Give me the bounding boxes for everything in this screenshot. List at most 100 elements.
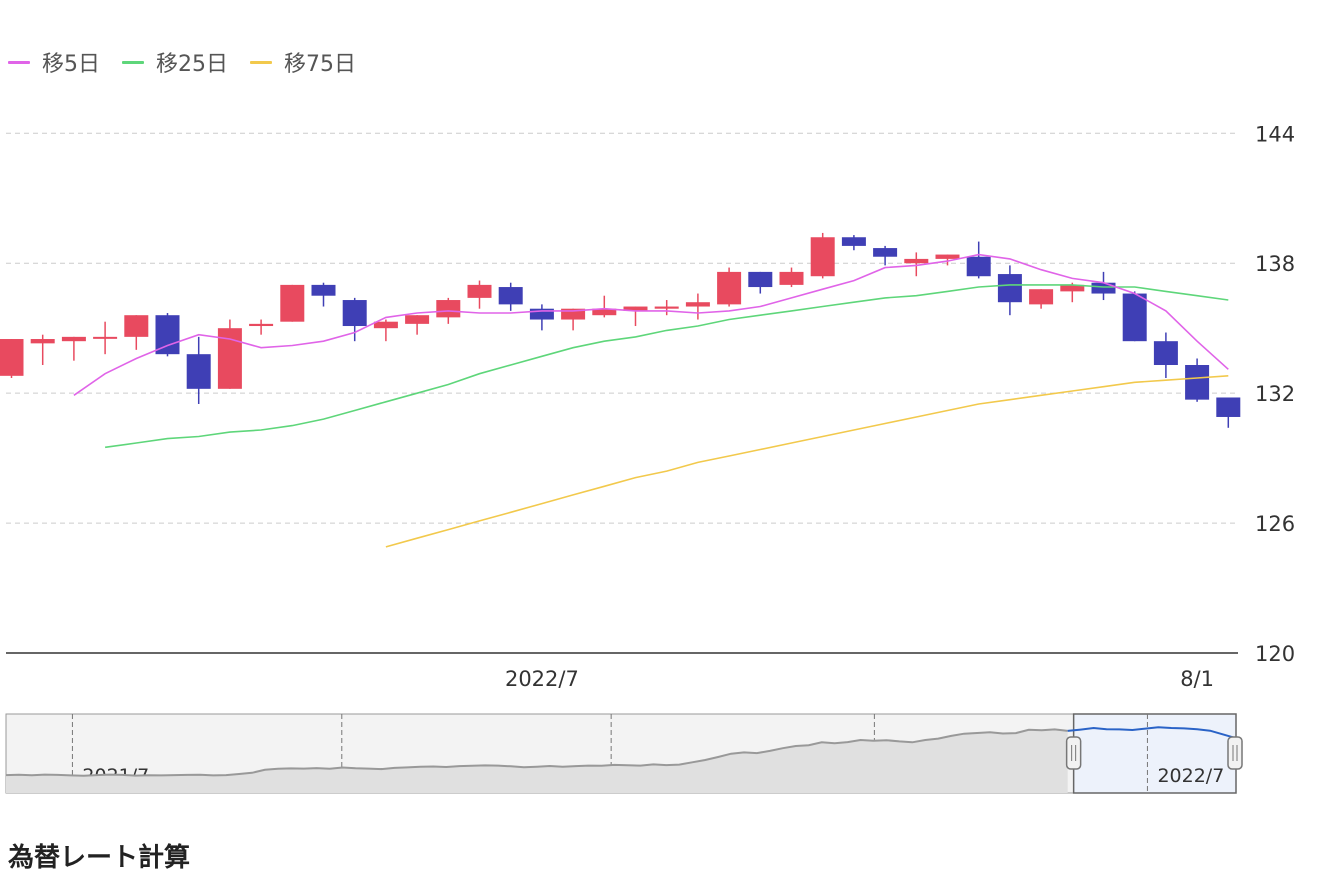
candle-body [841, 237, 866, 246]
candle[interactable] [311, 282, 336, 307]
candle-body [623, 306, 648, 311]
candlestick-chart[interactable]: 120 126 132 138 144 2022/7 8/1 [0, 90, 1326, 700]
candle-body [1060, 284, 1085, 292]
candle-body [654, 306, 679, 309]
candle[interactable] [124, 315, 149, 350]
legend-swatch-ma5 [8, 60, 30, 64]
candle[interactable] [966, 241, 991, 279]
candle-body [592, 308, 617, 316]
candle[interactable] [592, 295, 617, 318]
ma25-line[interactable] [104, 284, 1229, 449]
candle[interactable] [280, 284, 305, 322]
candle[interactable] [717, 267, 742, 307]
candle[interactable] [155, 313, 180, 357]
candle[interactable] [997, 265, 1022, 316]
candle[interactable] [529, 304, 554, 331]
candle-body [717, 271, 742, 305]
legend-item-ma75[interactable]: 移75日 [250, 46, 356, 78]
candle[interactable] [498, 282, 523, 311]
candle[interactable] [249, 319, 274, 335]
candle[interactable] [904, 252, 929, 277]
candle[interactable] [217, 319, 242, 389]
candle[interactable] [467, 280, 492, 309]
candle-body [249, 323, 274, 327]
candle[interactable] [93, 321, 118, 355]
candle-body [779, 271, 804, 285]
navigator-label: 2022/7 [1157, 765, 1224, 787]
navigator-handle-left[interactable] [1065, 736, 1082, 770]
candle-body [1029, 289, 1054, 305]
legend-item-ma25[interactable]: 移25日 [122, 46, 228, 78]
legend-label-ma5: 移5日 [42, 52, 100, 77]
navigator-area [6, 729, 1068, 793]
y-tick-label: 126 [1255, 512, 1295, 536]
candle-body [436, 300, 461, 318]
candle[interactable] [935, 254, 960, 266]
candle[interactable] [61, 336, 86, 361]
candle-body [810, 237, 835, 277]
candle[interactable] [30, 334, 55, 366]
candle-body [498, 287, 523, 305]
candle-body [935, 254, 960, 259]
candle-body [529, 308, 554, 320]
candle-body [311, 284, 336, 296]
candle[interactable] [561, 308, 586, 331]
y-tick-label: 132 [1255, 382, 1295, 406]
y-tick-label: 144 [1255, 122, 1295, 146]
candle-body [1122, 293, 1147, 342]
candle[interactable] [654, 300, 679, 316]
candle[interactable] [873, 245, 898, 266]
navigator-handle-right[interactable] [1227, 736, 1243, 770]
candle-body [685, 302, 710, 307]
candle[interactable] [1091, 271, 1116, 301]
candle-body [873, 248, 898, 257]
candle[interactable] [405, 315, 430, 335]
candle-body [467, 284, 492, 298]
candle-body [997, 274, 1022, 303]
candle[interactable] [1185, 358, 1210, 402]
y-tick-label: 138 [1255, 252, 1295, 276]
candle-body [561, 308, 586, 320]
candle[interactable] [1122, 291, 1147, 342]
y-tick-label: 120 [1255, 642, 1295, 666]
candle-body [748, 271, 773, 288]
candle-body [1091, 282, 1116, 294]
candle[interactable] [810, 232, 835, 279]
candle[interactable] [748, 271, 773, 294]
section-title-exchange-calculator: 為替レート計算 [8, 843, 191, 873]
candle[interactable] [186, 336, 211, 404]
candle-body [405, 315, 430, 324]
candle[interactable] [1216, 397, 1241, 428]
candle-body [93, 336, 118, 339]
candle-body [1216, 397, 1241, 417]
candle[interactable] [1029, 289, 1054, 309]
legend-item-ma5[interactable]: 移5日 [8, 46, 100, 78]
candle-body [30, 339, 55, 344]
candle[interactable] [1153, 332, 1178, 378]
legend-label-ma75: 移75日 [284, 52, 356, 77]
candle[interactable] [841, 235, 866, 251]
legend-label-ma25: 移25日 [156, 52, 228, 77]
navigator-line [5, 728, 1068, 777]
candle[interactable] [373, 319, 398, 342]
candle-body [155, 315, 180, 355]
x-tick-label: 8/1 [1180, 667, 1214, 691]
candle[interactable] [685, 293, 710, 320]
candle[interactable] [342, 297, 367, 342]
ma5-line[interactable] [73, 253, 1229, 396]
ma75-line[interactable] [385, 375, 1229, 548]
legend-swatch-ma25 [122, 60, 144, 64]
candle-body [966, 256, 991, 277]
candle[interactable] [1060, 282, 1085, 303]
grid-lines: 120 126 132 138 144 [6, 122, 1295, 666]
candle-body [186, 354, 211, 389]
navigator-selected-line [1067, 726, 1237, 740]
candle[interactable] [0, 339, 24, 378]
candle-body [1153, 341, 1178, 366]
candle[interactable] [779, 267, 804, 288]
candle-body [904, 258, 929, 264]
candle-body [373, 321, 398, 329]
candle-body [342, 300, 367, 327]
candle[interactable] [623, 306, 648, 327]
